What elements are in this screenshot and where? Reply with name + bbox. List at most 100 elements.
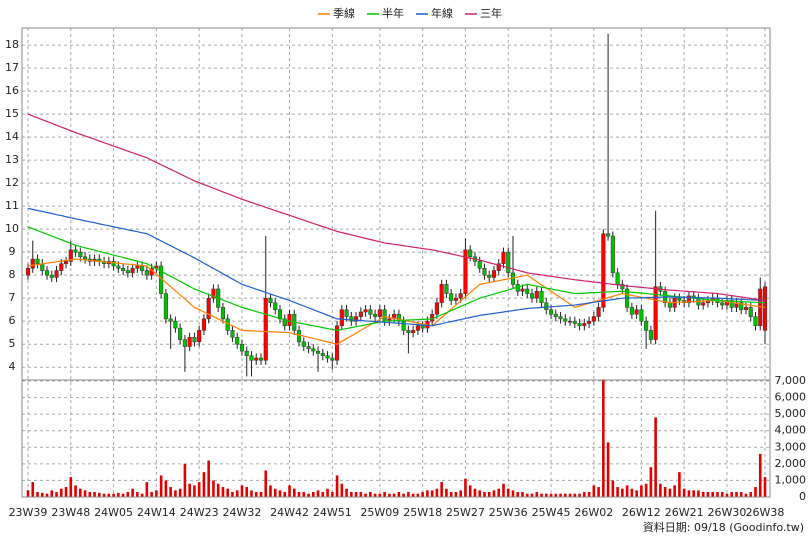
candle-body [444, 284, 449, 294]
moving-average-line [27, 207, 766, 327]
y-tick-label: 10 [5, 222, 19, 235]
candle-body [168, 318, 173, 322]
volume-bar [602, 379, 605, 497]
volume-bar [540, 493, 543, 497]
volume-bar [164, 480, 168, 497]
candle-body [596, 307, 601, 317]
volume-bar [492, 490, 496, 497]
volume-bar [692, 490, 695, 497]
x-tick-label: 23W39 [9, 506, 48, 519]
volume-bar [250, 490, 253, 497]
candle-body [187, 337, 192, 347]
candle-body [639, 309, 644, 322]
candle-body [315, 350, 321, 354]
y2-tick-label: 1,000 [775, 473, 807, 486]
volume-bar [283, 492, 287, 497]
candle-body [306, 346, 311, 350]
volume-bar [321, 492, 325, 497]
candle-body [49, 274, 54, 278]
volume-bar [416, 493, 420, 497]
candle-body [358, 311, 363, 317]
candle-body [273, 302, 278, 310]
candle-body [121, 268, 126, 271]
volume-bar [445, 488, 448, 497]
candle-body [373, 314, 378, 317]
volume-bar [473, 488, 477, 497]
volume-bar [625, 485, 629, 497]
volume-bar [79, 488, 82, 497]
volume-bar [311, 492, 315, 497]
volume-bar [478, 490, 482, 497]
volume-bar [597, 487, 600, 497]
grid-layer [22, 28, 770, 498]
volume-bar [131, 488, 134, 497]
x-tick-label: 24W51 [313, 506, 352, 519]
volume-bar [226, 488, 230, 497]
candle-body [244, 350, 249, 356]
volume-bar [155, 490, 158, 497]
volume-bar [50, 490, 54, 497]
candle-body [411, 330, 416, 333]
volume-bar [454, 492, 458, 497]
volume-bar [331, 492, 334, 497]
volume-bar [188, 483, 191, 497]
volume-bar [549, 493, 553, 497]
candle-body [282, 318, 287, 327]
candle-body [230, 330, 235, 338]
candle-body [529, 293, 535, 299]
volume-bar [278, 490, 282, 497]
volume-bar [739, 492, 743, 497]
candle-body [720, 302, 725, 306]
volume-bar [730, 492, 734, 497]
volume-bar [354, 492, 358, 497]
volume-bar [102, 493, 106, 497]
x-tick-label: 26W30 [708, 506, 747, 519]
volume-bar [435, 488, 439, 497]
volume-bar [388, 493, 391, 497]
candle-body [743, 307, 749, 310]
candle-body [201, 318, 206, 331]
candle-body [354, 316, 359, 322]
volume-bar [297, 492, 301, 497]
candle-body [363, 309, 368, 313]
candle-body [548, 309, 554, 315]
volume-bar [140, 493, 144, 497]
candle-body [491, 270, 497, 278]
candle-body [339, 309, 344, 327]
y-tick-label: 16 [5, 84, 19, 97]
volume-bar [583, 492, 586, 497]
x-tick-label: 26W38 [746, 506, 785, 519]
candle-body [235, 337, 240, 345]
y2-tick-label: 0 [799, 490, 806, 503]
candle-body [525, 288, 530, 294]
volume-bar [544, 493, 548, 497]
y-tick-label: 5 [9, 337, 16, 350]
candle-body [349, 316, 354, 322]
candle-body [534, 291, 539, 299]
volume-bar [88, 492, 92, 497]
x-tick-label: 24W05 [94, 506, 133, 519]
volume-bar [706, 492, 710, 497]
volume-bar [678, 472, 681, 497]
candle-body [701, 302, 706, 306]
candle-body [163, 293, 168, 320]
y-tick-label: 15 [5, 107, 19, 120]
candle-body [572, 320, 577, 324]
volume-bar [630, 488, 634, 497]
volume-bar [754, 487, 757, 497]
candle-body [54, 270, 59, 278]
volume-bar [59, 488, 63, 497]
candle-body [35, 258, 40, 264]
volume-bar [74, 485, 77, 497]
volume-bar [40, 492, 44, 497]
volume-bar [682, 488, 686, 497]
candle-body [667, 302, 672, 308]
volume-bar [345, 488, 348, 497]
candle-body [344, 309, 349, 317]
candle-body [501, 251, 506, 264]
candle-body [311, 348, 316, 352]
candle-body [140, 265, 145, 271]
candle-body [78, 251, 83, 258]
